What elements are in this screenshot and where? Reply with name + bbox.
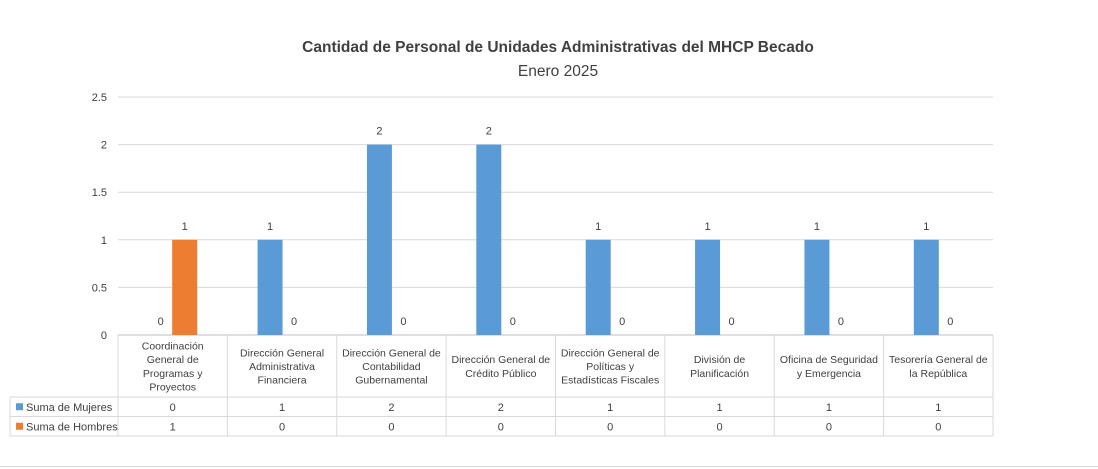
x-tick-label: Tesorería General de la República xyxy=(889,354,988,380)
table-cell: 2 xyxy=(388,402,394,414)
data-label: 1 xyxy=(595,221,601,233)
bar-mujeres xyxy=(476,144,502,335)
table-cell: 1 xyxy=(826,402,832,414)
data-label: 2 xyxy=(486,126,492,138)
data-label: 2 xyxy=(376,126,382,138)
bars xyxy=(172,144,939,335)
data-label: 0 xyxy=(729,316,735,328)
data-label: 0 xyxy=(400,316,406,328)
legend-key xyxy=(16,422,23,430)
data-label: 0 xyxy=(158,316,164,328)
table-cell: 1 xyxy=(717,402,723,414)
data-label: 1 xyxy=(923,221,929,233)
legend-entry: Suma de Mujeres xyxy=(26,402,113,414)
y-tick-label: 1 xyxy=(101,235,107,247)
chart-subtitle: Enero 2025 xyxy=(518,63,598,80)
data-label: 1 xyxy=(182,221,188,233)
table-cell: 0 xyxy=(717,421,723,433)
bar-mujeres xyxy=(257,239,283,335)
y-tick-label: 2 xyxy=(101,140,107,152)
table-cell: 0 xyxy=(498,421,504,433)
x-tick-label: Dirección General de Políticas y Estadísti… xyxy=(561,347,660,386)
table-cell: 0 xyxy=(935,421,941,433)
data-label: 0 xyxy=(838,316,844,328)
y-tick-label: 0.5 xyxy=(92,282,107,294)
data-label: 1 xyxy=(705,221,711,233)
data-labels: 0 1 2 2 1 1 1 1 1 0 0 0 0 0 0 0 xyxy=(158,126,954,328)
bar-mujeres xyxy=(804,239,830,335)
data-label: 0 xyxy=(510,316,516,328)
x-tick-label: Dirección General de Crédito Público xyxy=(451,354,550,380)
x-tick-label: División de Planificación xyxy=(690,354,749,380)
data-label: 0 xyxy=(947,316,953,328)
x-tick-label: Dirección General de Contabilidad Gubernam… xyxy=(342,347,441,386)
data-label: 0 xyxy=(291,316,297,328)
table-cell: 2 xyxy=(498,402,504,414)
table-cell: 1 xyxy=(935,402,941,414)
x-tick-label: Coordinación General de Programas y Proyect… xyxy=(142,341,204,394)
legend-key xyxy=(16,403,23,411)
gridlines xyxy=(118,96,993,336)
data-label: 1 xyxy=(814,221,820,233)
data-label: 0 xyxy=(619,316,625,328)
legend-entry: Suma de Hombres xyxy=(26,421,118,433)
bar-hombres xyxy=(172,239,198,335)
x-tick-label: Oficina de Seguridad y Emergencia xyxy=(780,354,878,380)
bottom-divider xyxy=(0,466,1098,467)
bar-mujeres xyxy=(585,239,611,335)
y-axis-ticks: 0 0.5 1 1.5 2 2.5 xyxy=(92,92,107,342)
chart-title: Cantidad de Personal de Unidades Adminis… xyxy=(302,39,814,56)
table-cell: 1 xyxy=(279,402,285,414)
x-tick-label: Dirección General Administrativa Financier… xyxy=(240,347,324,386)
table-cell: 1 xyxy=(607,402,613,414)
table-cell: 0 xyxy=(826,421,832,433)
bar-mujeres xyxy=(913,239,939,335)
table-cell: 0 xyxy=(279,421,285,433)
table-cell: 1 xyxy=(170,421,176,433)
bar-mujeres xyxy=(366,144,392,335)
data-table: Coordinación General de Programas y Proyect… xyxy=(9,335,994,437)
y-tick-label: 1.5 xyxy=(92,187,107,199)
y-tick-label: 0 xyxy=(101,330,107,342)
table-cell: 0 xyxy=(170,402,176,414)
table-cell: 0 xyxy=(607,421,613,433)
bar-mujeres xyxy=(695,239,721,335)
data-label: 1 xyxy=(267,221,273,233)
y-tick-label: 2.5 xyxy=(92,92,107,104)
table-cell: 0 xyxy=(388,421,394,433)
